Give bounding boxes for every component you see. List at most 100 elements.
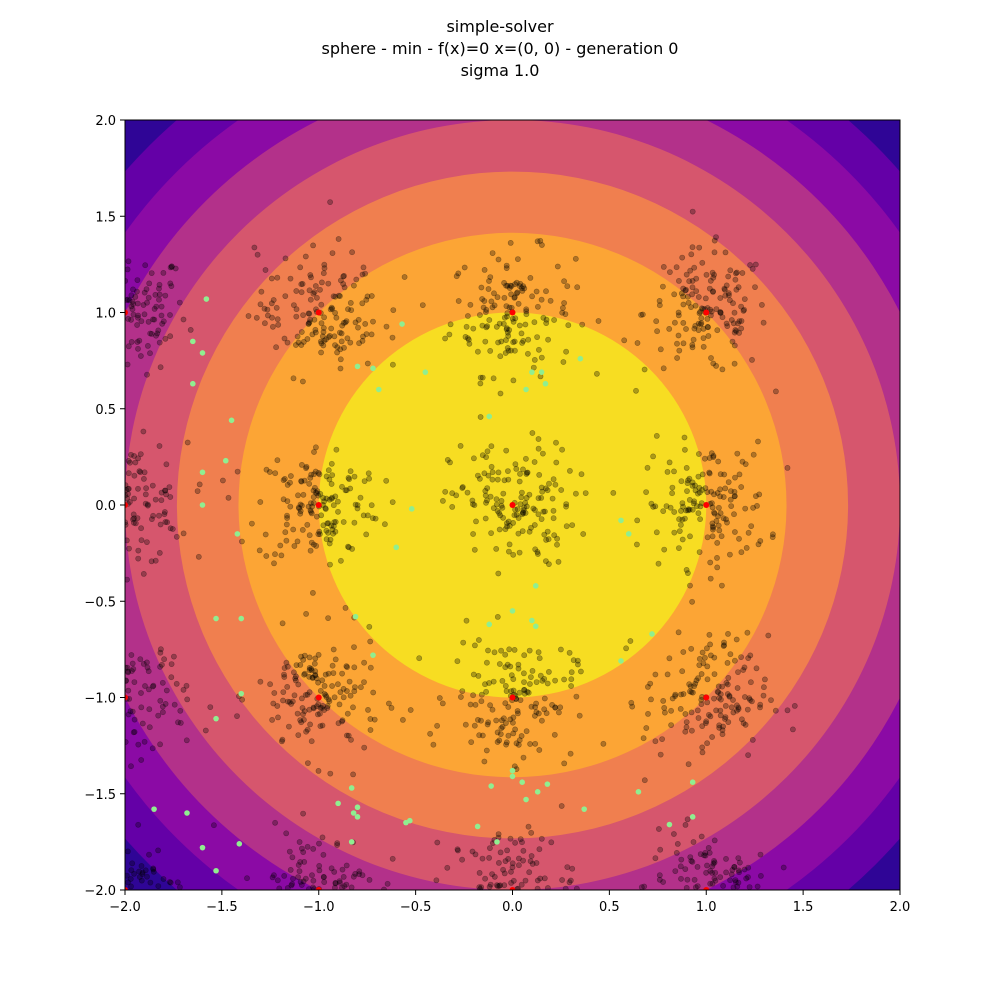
population-point: [653, 529, 660, 536]
population-point: [352, 319, 359, 326]
population-point: [447, 459, 453, 466]
population-point: [691, 498, 698, 505]
population-point: [747, 262, 753, 268]
population-point: [730, 709, 737, 716]
population-point: [708, 488, 715, 495]
population-point: [710, 526, 716, 533]
population-point: [532, 507, 538, 513]
center-point: [125, 309, 128, 316]
population-point: [307, 547, 314, 554]
scatter-points: [125, 199, 798, 890]
population-point: [731, 329, 738, 336]
population-point: [498, 647, 504, 654]
population-point: [348, 884, 355, 890]
population-point: [682, 728, 689, 735]
population-point: [711, 858, 717, 864]
population-point: [716, 504, 722, 511]
population-point: [522, 321, 529, 328]
population-point: [150, 512, 156, 519]
population-point: [561, 300, 567, 306]
population-point: [338, 338, 345, 345]
population-point: [666, 459, 673, 466]
population-point: [281, 674, 288, 680]
population-point: [135, 555, 142, 562]
population-point: [676, 516, 682, 523]
population-point: [684, 816, 691, 823]
population-point: [534, 885, 541, 890]
population-point: [491, 873, 498, 880]
highlighted-point: [213, 867, 219, 874]
population-point: [326, 476, 333, 483]
population-point: [643, 725, 650, 731]
population-point: [143, 659, 150, 666]
population-point: [138, 863, 145, 869]
population-point: [648, 696, 654, 703]
population-point: [567, 877, 574, 884]
population-point: [125, 470, 132, 477]
population-point: [505, 704, 512, 710]
population-point: [502, 664, 509, 671]
population-point: [752, 261, 759, 268]
population-point: [683, 326, 689, 332]
highlighted-point: [203, 296, 210, 302]
population-point: [745, 529, 752, 536]
x-tick-label: −0.5: [400, 900, 432, 915]
population-point: [513, 290, 520, 297]
population-point: [735, 706, 742, 712]
population-point: [692, 487, 699, 494]
population-point: [290, 375, 297, 382]
population-point: [671, 291, 678, 298]
population-point: [723, 856, 729, 862]
population-point: [345, 306, 351, 313]
population-point: [315, 492, 322, 499]
population-point: [503, 739, 510, 746]
population-point: [537, 237, 544, 244]
population-point: [500, 715, 507, 722]
population-point: [500, 514, 506, 521]
population-point: [462, 721, 469, 728]
population-point: [686, 506, 693, 513]
population-point: [138, 525, 144, 532]
population-point: [686, 278, 693, 285]
population-point: [657, 346, 664, 353]
population-point: [134, 515, 141, 521]
population-point: [125, 848, 131, 855]
population-point: [343, 318, 350, 324]
population-point: [520, 510, 527, 516]
highlighted-point: [151, 806, 157, 812]
population-point: [750, 451, 757, 458]
population-point: [541, 706, 548, 713]
population-point: [525, 350, 531, 357]
population-point: [699, 744, 706, 751]
population-point: [504, 847, 510, 854]
population-point: [279, 736, 286, 743]
population-point: [187, 326, 194, 333]
population-point: [521, 504, 528, 511]
population-point: [703, 720, 709, 726]
population-point: [672, 319, 678, 326]
population-point: [711, 875, 718, 882]
population-point: [700, 325, 707, 332]
population-point: [320, 329, 327, 335]
population-point: [671, 529, 678, 536]
population-point: [130, 511, 137, 518]
population-point: [310, 499, 317, 506]
population-point: [130, 286, 136, 293]
population-point: [510, 676, 517, 682]
population-point: [170, 653, 177, 660]
population-point: [322, 506, 329, 512]
population-point: [727, 877, 733, 884]
population-point: [307, 296, 314, 303]
population-point: [269, 314, 275, 321]
population-point: [722, 703, 729, 709]
population-point: [145, 318, 152, 325]
population-point: [493, 323, 500, 330]
population-point: [278, 552, 285, 559]
population-point: [685, 477, 691, 484]
population-point: [351, 688, 358, 695]
population-point: [310, 884, 316, 890]
population-point: [696, 549, 703, 555]
population-point: [726, 693, 733, 700]
population-point: [717, 471, 724, 478]
population-point: [314, 488, 321, 494]
